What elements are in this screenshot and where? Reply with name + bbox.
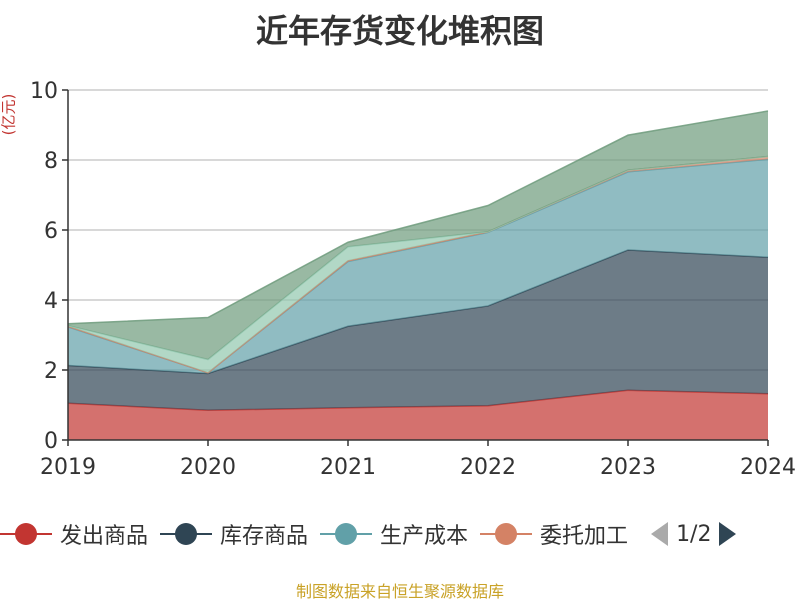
area-series-3	[68, 159, 768, 374]
x-tick-label-2: 2021	[320, 455, 376, 480]
legend-page-indicator: 1/2	[676, 521, 712, 547]
axes: 0 2 4 6 8 10 2019 2020 2021 2022 2023 2024	[30, 79, 796, 480]
y-tick-label-0: 0	[44, 429, 58, 454]
legend-pager: 1/2	[650, 520, 737, 548]
legend-item-2[interactable]: 库存商品	[160, 518, 308, 550]
x-tick-label-4: 2023	[600, 455, 656, 480]
area-series-2	[68, 249, 768, 411]
x-tick-label-0: 2019	[40, 455, 96, 480]
legend-label-1: 发出商品	[60, 524, 149, 549]
y-tick-label-4: 8	[44, 149, 58, 174]
area-series	[67, 110, 769, 440]
x-tick-label-5: 2024	[740, 455, 796, 480]
area-series-1	[68, 390, 768, 440]
chevron-left-icon[interactable]	[650, 520, 669, 548]
legend-symbol-1	[0, 523, 52, 545]
legend-item-3[interactable]: 生产成本	[320, 518, 468, 550]
y-tick-label-3: 6	[44, 219, 58, 244]
series-line-6	[67, 110, 769, 325]
legend-item-4[interactable]: 委托加工	[480, 518, 628, 550]
legend-symbol-3	[320, 523, 373, 545]
x-tick-label-3: 2022	[460, 455, 516, 480]
legend-label-4: 委托加工	[540, 524, 629, 549]
area-series-6	[68, 111, 768, 360]
y-tick-label-5: 10	[30, 79, 58, 104]
legend-symbol-2	[160, 523, 213, 545]
legend-label-2: 库存商品	[220, 524, 309, 549]
legend: 发出商品 库存商品 生产成本 委托加工 1/2	[0, 517, 737, 551]
x-tick-label-1: 2020	[180, 455, 236, 480]
legend-label-3: 生产成本	[380, 524, 469, 549]
y-tick-label-1: 2	[44, 359, 58, 384]
chart-title: 近年存货变化堆积图	[255, 12, 544, 50]
legend-symbol-4	[480, 523, 533, 545]
chevron-right-icon[interactable]	[719, 520, 737, 548]
legend-item-1[interactable]: 发出商品	[0, 518, 148, 550]
data-source-note: 制图数据来自恒生聚源数据库	[295, 582, 504, 601]
y-tick-label-2: 4	[44, 289, 58, 314]
